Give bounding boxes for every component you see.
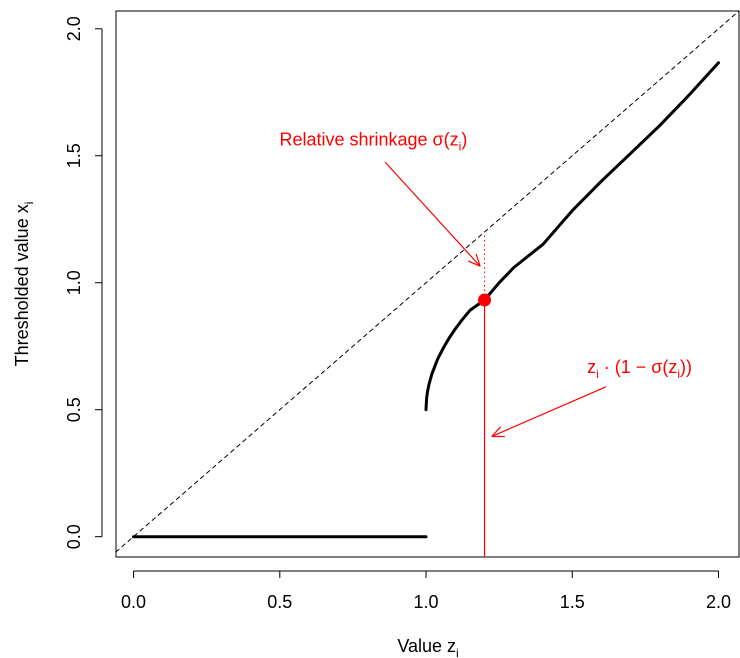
x-axis: 0.0 0.5 1.0 1.5 2.0: [121, 570, 731, 612]
y-axis: 0.0 0.5 1.0 1.5 2.0: [64, 16, 103, 549]
relative-shrinkage-arrow: [384, 161, 481, 267]
x-axis-label: Value zi: [397, 636, 458, 658]
y-tick-label: 1.5: [64, 143, 84, 168]
z-times-one-minus-sigma-label: zi · (1 − σ(zi)): [587, 357, 692, 381]
y-axis-label: Thresholded value xi: [12, 202, 36, 367]
y-tick-label: 2.0: [64, 16, 84, 41]
z-times-one-minus-sigma-arrow: [491, 386, 607, 438]
plot-frame: [115, 10, 740, 558]
x-tick-label: 0.0: [121, 592, 146, 612]
y-tick-label: 0.0: [64, 524, 84, 549]
x-tick-label: 1.5: [560, 592, 585, 612]
y-tick-label: 0.5: [64, 397, 84, 422]
identity-dashed-line: [115, 10, 740, 553]
series-layer: [115, 10, 740, 557]
relative-shrinkage-label: Relative shrinkage σ(zi): [279, 130, 467, 154]
y-tick-label: 1.0: [64, 270, 84, 295]
x-tick-label: 2.0: [706, 592, 731, 612]
annotation-layer: Relative shrinkage σ(zi) zi · (1 − σ(zi)): [279, 130, 692, 438]
x-tick-label: 1.0: [414, 592, 439, 612]
highlight-point: [478, 293, 492, 307]
threshold-curve: [424, 61, 720, 412]
x-tick-label: 0.5: [267, 592, 292, 612]
